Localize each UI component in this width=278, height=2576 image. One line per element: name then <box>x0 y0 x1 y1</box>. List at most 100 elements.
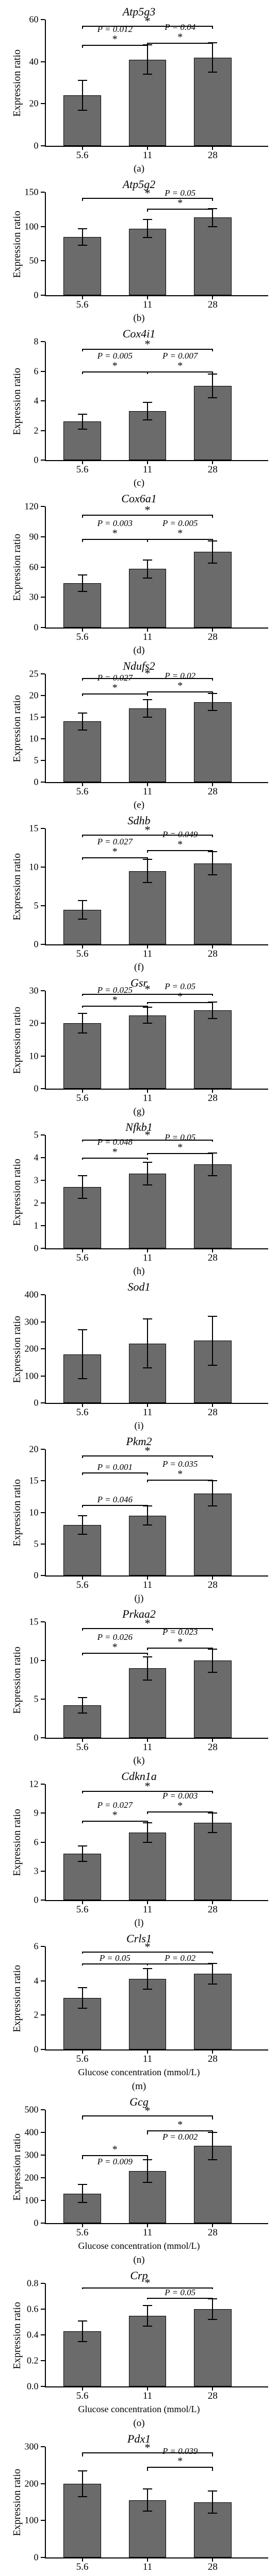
error-cap <box>78 1378 87 1379</box>
y-tick-label: 100 <box>25 221 39 232</box>
error-cap <box>208 1365 217 1366</box>
y-tick-label: 90 <box>29 531 39 542</box>
error-bar <box>82 80 83 110</box>
error-cap <box>143 1023 152 1024</box>
y-tick-label: 5 <box>34 1538 39 1549</box>
bar <box>194 702 231 782</box>
y-tick-label: 12 <box>29 1779 39 1790</box>
panel-letter: (n) <box>10 2255 268 2266</box>
error-bar <box>82 1846 83 1861</box>
significance-star: * <box>112 994 118 1006</box>
x-tick-label: 28 <box>208 786 218 798</box>
significance-bracket <box>148 2298 212 2299</box>
plot-area: 5.61128P = 0.05* <box>45 2283 268 2387</box>
y-tick-label: 500 <box>25 2105 39 2115</box>
gene-title: Gcg <box>10 2095 268 2109</box>
error-cap <box>208 563 217 564</box>
plot-area: 5.61128*P = 0.005*P = 0.007* <box>45 342 268 461</box>
x-tick-label: 5.6 <box>76 948 89 960</box>
y-tick-label: 5 <box>34 901 39 911</box>
error-cap <box>143 560 152 561</box>
panel-m: Crls1Expression ratio02465.61128P = 0.05… <box>10 1932 268 2092</box>
y-tick-label: 400 <box>25 1290 39 1300</box>
gene-title: Gsr <box>10 976 268 990</box>
y-tick-label: 4 <box>34 1153 39 1163</box>
error-cap <box>208 1672 217 1673</box>
error-bar <box>82 2471 83 2497</box>
y-tick-label: 0.4 <box>27 2330 39 2341</box>
gene-title: Sdhb <box>10 814 268 827</box>
error-cap <box>143 717 152 718</box>
x-tick-label: 11 <box>143 2054 152 2065</box>
significance-star: * <box>112 33 118 45</box>
significance-star: * <box>145 1617 151 1630</box>
x-tick-label: 28 <box>208 948 218 960</box>
y-tick-label: 10 <box>29 1050 39 1061</box>
y-tick-label: 0 <box>34 290 39 301</box>
y-axis-ticks: 036912 <box>23 1784 45 1900</box>
panels-container: Atp5g3Expression ratio02040605.61128*P =… <box>0 0 278 2576</box>
x-tick-label: 28 <box>208 150 218 161</box>
y-tick-label: 6 <box>34 1837 39 1848</box>
bar <box>194 217 231 295</box>
panel-letter: (d) <box>10 645 268 656</box>
error-cap <box>208 72 217 73</box>
panel-g: GsrExpression ratio01020305.61128*P = 0.… <box>10 976 268 1117</box>
x-tick-label: 11 <box>143 1407 152 1418</box>
x-tick-label: 5.6 <box>76 786 89 798</box>
error-bar <box>212 1963 213 1984</box>
error-bar <box>212 541 213 563</box>
x-tick-label: 28 <box>208 1093 218 1104</box>
significance-star: * <box>177 528 183 539</box>
y-axis-ticks: 0102030 <box>23 991 45 1089</box>
y-tick-label: 5 <box>34 1694 39 1705</box>
y-axis-label: Expression ratio <box>10 368 23 435</box>
error-cap <box>78 2184 87 2185</box>
p-value-label: P = 0.046 <box>97 1495 133 1505</box>
y-axis-label: Expression ratio <box>10 2133 23 2201</box>
error-bar <box>82 1330 83 1379</box>
y-tick-label: 100 <box>25 2195 39 2206</box>
error-bar <box>212 852 213 875</box>
p-value-label: P = 0.003 <box>97 518 133 529</box>
y-tick-label: 0 <box>34 1733 39 1743</box>
y-tick-label: 400 <box>25 2127 39 2138</box>
error-cap <box>78 228 87 229</box>
y-tick-label: 100 <box>25 1370 39 1381</box>
x-tick-label: 11 <box>143 1252 152 1264</box>
error-cap <box>208 374 217 375</box>
y-axis-label: Expression ratio <box>10 1479 23 1547</box>
x-tick-label: 28 <box>208 464 218 476</box>
significance-star: * <box>145 337 151 351</box>
y-tick-label: 2 <box>34 1198 39 1209</box>
error-bar <box>212 693 213 711</box>
x-tick-label: 5.6 <box>76 1093 89 1104</box>
x-tick-label: 28 <box>208 632 218 643</box>
significance-star: * <box>145 503 151 517</box>
error-cap <box>143 219 152 220</box>
error-cap <box>208 1505 217 1506</box>
x-tick-label: 5.6 <box>76 2054 89 2065</box>
significance-star: * <box>145 2104 151 2117</box>
error-cap <box>143 402 152 403</box>
y-tick-label: 15 <box>29 1617 39 1628</box>
y-axis-label: Expression ratio <box>10 2302 23 2369</box>
significance-star: * <box>112 2144 118 2156</box>
error-cap <box>143 2305 152 2306</box>
y-tick-label: 30 <box>29 592 39 603</box>
y-axis-ticks: 0306090120 <box>23 506 45 628</box>
gene-title: Cox6a1 <box>10 492 268 505</box>
plot-area: 5.61128*P = 0.025*P = 0.05* <box>45 991 268 1090</box>
significance-star: * <box>177 1142 183 1154</box>
panel-k: Prkaa2Expression ratio0510155.61128*P = … <box>10 1607 268 1767</box>
y-tick-label: 9 <box>34 1808 39 1819</box>
error-cap <box>78 2008 87 2009</box>
y-axis-label: Expression ratio <box>10 49 23 117</box>
y-tick-label: 3 <box>34 1175 39 1186</box>
significance-star: * <box>145 1940 151 1954</box>
error-cap <box>143 237 152 238</box>
x-tick-label: 28 <box>208 1904 218 1916</box>
error-bar <box>147 1162 148 1185</box>
error-cap <box>143 2182 152 2183</box>
y-tick-label: 10 <box>29 862 39 873</box>
